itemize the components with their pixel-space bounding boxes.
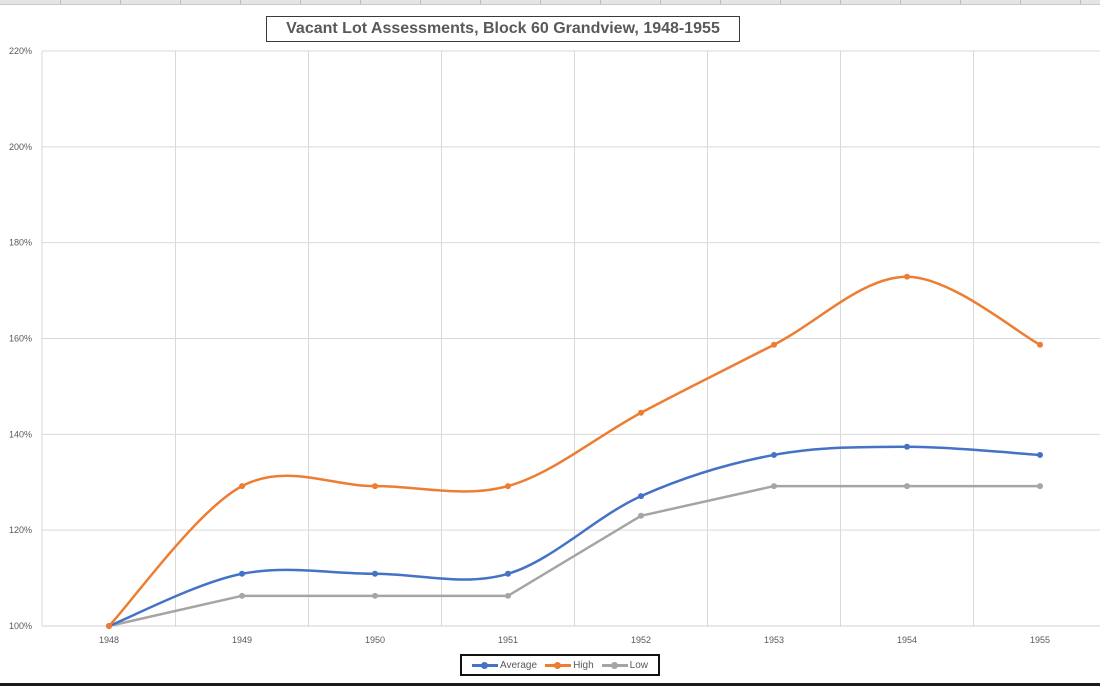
data-point-marker[interactable] bbox=[771, 483, 777, 490]
sheet-border-line bbox=[0, 683, 1100, 686]
data-point-marker[interactable] bbox=[1037, 341, 1043, 348]
legend-item-low[interactable]: Low bbox=[601, 659, 648, 671]
data-point-marker[interactable] bbox=[372, 570, 378, 577]
legend-item-average[interactable]: Average bbox=[471, 659, 538, 671]
data-point-marker[interactable] bbox=[1037, 451, 1043, 458]
average-series-marker-icon bbox=[471, 660, 498, 670]
data-point-marker[interactable] bbox=[372, 483, 378, 490]
legend-label: Average bbox=[499, 659, 538, 671]
spreadsheet-column-header-strip bbox=[0, 0, 1100, 5]
svg-text:1951: 1951 bbox=[498, 635, 518, 645]
low-series-marker-icon bbox=[601, 660, 628, 670]
data-point-marker[interactable] bbox=[372, 592, 378, 599]
svg-text:160%: 160% bbox=[9, 334, 32, 344]
legend-label: Low bbox=[629, 659, 648, 671]
svg-text:1948: 1948 bbox=[99, 635, 119, 645]
svg-text:140%: 140% bbox=[9, 429, 32, 439]
data-point-marker[interactable] bbox=[638, 409, 644, 416]
chart-title-box[interactable]: Vacant Lot Assessments, Block 60 Grandvi… bbox=[266, 16, 740, 42]
data-point-marker[interactable] bbox=[638, 512, 644, 519]
data-point-marker[interactable] bbox=[1037, 483, 1043, 490]
svg-text:1954: 1954 bbox=[897, 635, 917, 645]
svg-text:120%: 120% bbox=[9, 525, 32, 535]
data-point-marker[interactable] bbox=[239, 592, 245, 599]
svg-text:100%: 100% bbox=[9, 621, 32, 631]
data-point-marker[interactable] bbox=[106, 623, 112, 629]
data-point-marker[interactable] bbox=[505, 570, 511, 577]
data-point-marker[interactable] bbox=[505, 483, 511, 490]
series-lines bbox=[106, 273, 1043, 629]
chart-title: Vacant Lot Assessments, Block 60 Grandvi… bbox=[286, 20, 720, 37]
svg-text:180%: 180% bbox=[9, 238, 32, 248]
svg-text:1949: 1949 bbox=[232, 635, 252, 645]
gridlines bbox=[41, 50, 1100, 627]
chart-legend[interactable]: Average High Low bbox=[460, 654, 660, 676]
data-point-marker[interactable] bbox=[771, 341, 777, 348]
y-axis-ticks: 100% 120% 140% 160% 180% 200% 220% bbox=[9, 46, 32, 631]
x-axis-ticks: 1948 1949 1950 1951 1952 1953 1954 1955 bbox=[99, 635, 1050, 645]
data-point-marker[interactable] bbox=[771, 451, 777, 458]
svg-text:1950: 1950 bbox=[365, 635, 385, 645]
data-point-marker[interactable] bbox=[904, 443, 910, 450]
data-point-marker[interactable] bbox=[904, 273, 910, 280]
svg-text:200%: 200% bbox=[9, 142, 32, 152]
svg-text:220%: 220% bbox=[9, 46, 32, 56]
data-point-marker[interactable] bbox=[505, 592, 511, 599]
legend-label: High bbox=[573, 659, 594, 671]
data-point-marker[interactable] bbox=[239, 483, 245, 490]
data-point-marker[interactable] bbox=[239, 570, 245, 577]
data-point-marker[interactable] bbox=[638, 493, 644, 500]
svg-text:1952: 1952 bbox=[631, 635, 651, 645]
data-point-marker[interactable] bbox=[904, 483, 910, 490]
series-high[interactable] bbox=[106, 273, 1043, 629]
svg-text:1955: 1955 bbox=[1030, 635, 1050, 645]
high-series-marker-icon bbox=[545, 660, 572, 670]
legend-item-high[interactable]: High bbox=[545, 660, 594, 671]
svg-text:1953: 1953 bbox=[764, 635, 784, 645]
